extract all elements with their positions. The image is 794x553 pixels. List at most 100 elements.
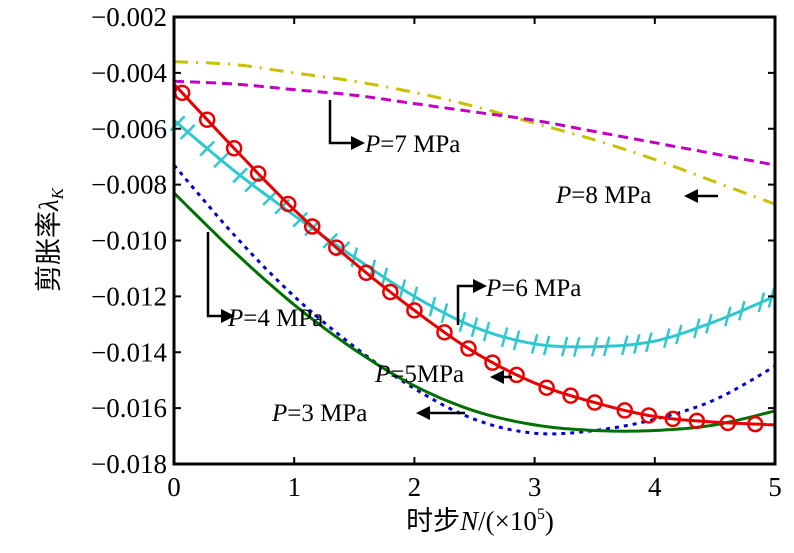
data-point-marker: [738, 300, 746, 321]
annotation-label: P=7 MPa: [364, 131, 460, 158]
data-point-marker: [693, 318, 701, 339]
data-point-marker: [512, 330, 521, 351]
x-tick-label: 3: [528, 472, 542, 502]
data-point-marker: [179, 123, 196, 140]
data-point-marker: [560, 336, 569, 357]
data-point-marker: [705, 313, 713, 334]
series-p-5-mpa: [172, 164, 776, 436]
y-tick-label: −0.002: [91, 2, 167, 32]
series-p-8-mpa: [173, 60, 776, 206]
annotation-label: P=5MPa: [374, 361, 464, 388]
data-point-marker: [620, 335, 629, 356]
annotation-arrow: [206, 232, 225, 318]
series-line: [172, 83, 776, 427]
arrow-head-icon: [221, 309, 235, 323]
series-line: [172, 164, 776, 436]
data-point-marker: [350, 247, 359, 268]
data-point-marker: [292, 211, 309, 228]
data-point-marker: [688, 412, 706, 430]
x-tick-label: 4: [648, 472, 662, 502]
series-p-3-mpa: [172, 83, 776, 433]
y-tick-label: −0.014: [91, 337, 167, 367]
data-point-marker: [664, 410, 682, 428]
x-tick-label: 0: [167, 472, 181, 502]
y-tick-label: −0.010: [91, 226, 167, 256]
data-point-marker: [262, 189, 279, 206]
data-point-marker: [586, 394, 603, 411]
data-point-marker: [602, 336, 611, 357]
data-point-marker: [542, 335, 551, 356]
data-point-marker: [757, 292, 766, 313]
y-tick-label: −0.008: [91, 170, 167, 200]
data-point-marker: [232, 167, 249, 184]
data-point-marker: [249, 165, 267, 182]
data-point-marker: [616, 402, 633, 419]
y-axis-title: 剪胀率λK: [34, 186, 67, 292]
x-tick-label: 1: [287, 472, 301, 502]
series-p-4-mpa: [172, 191, 776, 433]
data-point-marker: [358, 264, 375, 282]
series-line: [173, 60, 776, 206]
data-point-marker: [328, 239, 345, 256]
arrow-head-icon: [473, 279, 487, 293]
data-point-marker: [508, 366, 525, 384]
annotation-arrow: [328, 100, 355, 145]
annotation-label: P=6 MPa: [485, 275, 581, 302]
data-point-marker: [663, 328, 671, 349]
arrow-head-icon: [351, 136, 365, 150]
annotation-label: P=4 MPa: [227, 305, 323, 332]
y-tick-label: −0.016: [91, 393, 167, 423]
data-point-marker: [380, 267, 389, 288]
arrow-head-icon: [416, 406, 430, 420]
arrow-head-icon: [490, 370, 504, 384]
data-point-marker: [632, 334, 641, 355]
data-point-marker: [538, 379, 555, 396]
data-point-marker: [382, 283, 399, 301]
data-point-marker: [644, 332, 653, 353]
data-point-marker: [458, 312, 467, 332]
data-point-marker: [440, 303, 449, 324]
data-point-marker: [482, 321, 491, 342]
y-tick-label: −0.006: [91, 114, 167, 144]
annotation-label: P=8 MPa: [555, 182, 651, 209]
data-point-marker: [640, 407, 658, 424]
data-point-marker: [198, 111, 216, 128]
x-axis-title: 时步N/(×105): [406, 506, 554, 536]
data-point-marker: [572, 336, 581, 357]
y-tick-label: −0.012: [91, 281, 167, 311]
data-point-marker: [767, 287, 776, 308]
y-tick-label: −0.004: [91, 58, 167, 88]
data-point-marker: [460, 340, 477, 357]
x-tick-label: 5: [768, 472, 782, 502]
data-point-marker: [484, 354, 501, 371]
data-point-marker: [406, 302, 423, 319]
arrow-head-icon: [684, 189, 698, 203]
data-point-marker: [747, 415, 764, 433]
data-point-marker: [279, 195, 297, 213]
data-point-marker: [719, 414, 737, 432]
data-point-marker: [675, 324, 683, 345]
series-layer: [169, 60, 776, 436]
data-point-marker: [428, 296, 437, 317]
data-point-marker: [213, 152, 230, 169]
data-point-marker: [562, 387, 579, 404]
plot-frame: [172, 15, 777, 466]
data-point-marker: [590, 336, 599, 357]
series-p-7-mpa: [173, 79, 776, 167]
series-line: [173, 79, 776, 167]
data-point-marker: [530, 333, 539, 354]
annotation-label: P=3 MPa: [271, 400, 367, 427]
data-point-marker: [199, 140, 216, 157]
x-tick-label: 2: [408, 472, 422, 502]
data-point-marker: [303, 218, 321, 235]
ticks-layer: 0 1 2 3 4 5 −0.002 −0.004 −0.006 −0.008 −0.010 −0.0…: [91, 2, 782, 502]
data-point-marker: [225, 140, 243, 157]
data-point-marker: [500, 327, 509, 348]
data-point-marker: [724, 306, 732, 327]
series-line: [172, 191, 776, 433]
y-tick-label: −0.018: [91, 449, 167, 479]
data-point-marker: [470, 317, 479, 338]
annotations-layer: P=7 MPa P=8 MPa P=6 MPa P=4 MPa P=5MPa P=3 MP…: [206, 100, 718, 427]
annotation-arrow: [456, 284, 477, 325]
